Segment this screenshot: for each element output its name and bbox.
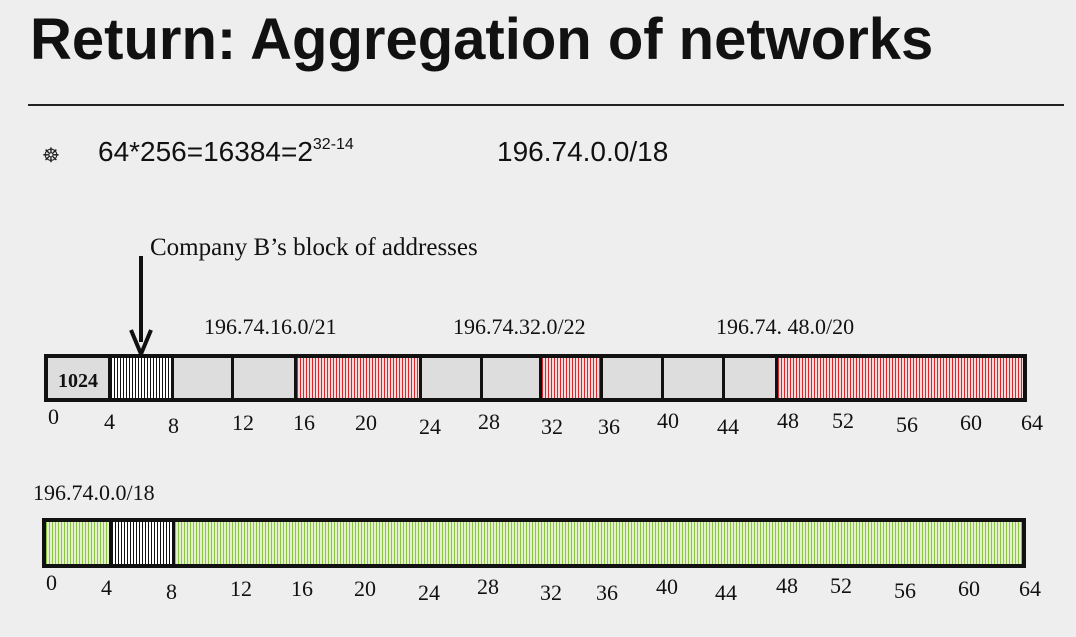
- company-b-label: Company B’s block of addresses: [150, 234, 478, 261]
- top-tick-40: 40: [657, 408, 679, 433]
- top-tick-64: 64: [1021, 410, 1043, 435]
- top-tick-20: 20: [355, 410, 377, 435]
- address-space-bar: [44, 354, 1027, 402]
- bottom-tick-36: 36: [596, 580, 618, 605]
- bottom-tick-56: 56: [894, 578, 916, 603]
- formula-exponent: 32-14: [312, 136, 354, 153]
- top-tick-8: 8: [168, 413, 179, 438]
- formula-base: 64*256=16384=2: [98, 136, 313, 167]
- top-tick-36: 36: [598, 414, 620, 439]
- top-tick-44: 44: [717, 414, 739, 439]
- label-16-21: 196.74.16.0/21: [204, 314, 337, 339]
- bottom-tick-20: 20: [354, 576, 376, 601]
- bottom-tick-16: 16: [291, 576, 313, 601]
- aggregate-block-8-64: [175, 522, 1022, 564]
- bottom-tick-8: 8: [166, 579, 177, 604]
- top-tick-52: 52: [832, 408, 854, 433]
- top-tick-0: 0: [48, 404, 59, 429]
- block-0-4: [48, 358, 111, 398]
- bottom-tick-52: 52: [830, 573, 852, 598]
- bottom-tick-4: 4: [101, 575, 112, 600]
- top-tick-28: 28: [478, 409, 500, 434]
- top-tick-24: 24: [419, 414, 441, 439]
- top-tick-56: 56: [896, 412, 918, 437]
- bottom-tick-0: 0: [46, 570, 57, 595]
- bottom-tick-32: 32: [540, 580, 562, 605]
- label-48-20: 196.74. 48.0/20: [716, 314, 855, 339]
- block-8-12: [174, 358, 234, 398]
- block-16-24: [297, 358, 422, 398]
- bottom-tick-60: 60: [958, 576, 980, 601]
- label-32-22: 196.74.32.0/22: [453, 314, 586, 339]
- block-24-28: [422, 358, 483, 398]
- top-tick-48: 48: [777, 408, 799, 433]
- bottom-tick-48: 48: [776, 573, 798, 598]
- bottom-tick-12: 12: [230, 576, 252, 601]
- block-44-48: [725, 358, 778, 398]
- slide-title: Return: Aggregation of networks: [30, 7, 934, 72]
- top-tick-4: 4: [104, 409, 115, 434]
- aggregate-bar: [42, 518, 1026, 568]
- block-28-32: [483, 358, 542, 398]
- block-12-16: [234, 358, 297, 398]
- wheel-bullet-icon: ☸: [42, 145, 60, 167]
- title-divider: [28, 104, 1064, 106]
- bottom-bar-label: 196.74.0.0/18: [33, 480, 155, 505]
- bottom-tick-24: 24: [418, 580, 440, 605]
- bottom-tick-40: 40: [656, 574, 678, 599]
- block-size-label: 1024: [58, 370, 98, 392]
- block-48-64: [778, 358, 1023, 398]
- down-arrow-icon: [129, 256, 153, 358]
- company-b-aggregate-block: [109, 522, 175, 564]
- bottom-tick-64: 64: [1019, 576, 1041, 601]
- aggregate-block-0-4: [46, 522, 109, 564]
- block-36-40: [603, 358, 664, 398]
- bottom-tick-28: 28: [477, 574, 499, 599]
- address-formula: 64*256=16384=232-14: [98, 136, 354, 168]
- top-tick-12: 12: [232, 410, 254, 435]
- bottom-tick-44: 44: [715, 580, 737, 605]
- company-b-block: [111, 358, 174, 398]
- top-tick-16: 16: [293, 410, 315, 435]
- block-32-36: [542, 358, 603, 398]
- top-tick-60: 60: [960, 410, 982, 435]
- block-40-44: [664, 358, 725, 398]
- top-tick-32: 32: [541, 414, 563, 439]
- aggregate-prefix: 196.74.0.0/18: [497, 136, 669, 167]
